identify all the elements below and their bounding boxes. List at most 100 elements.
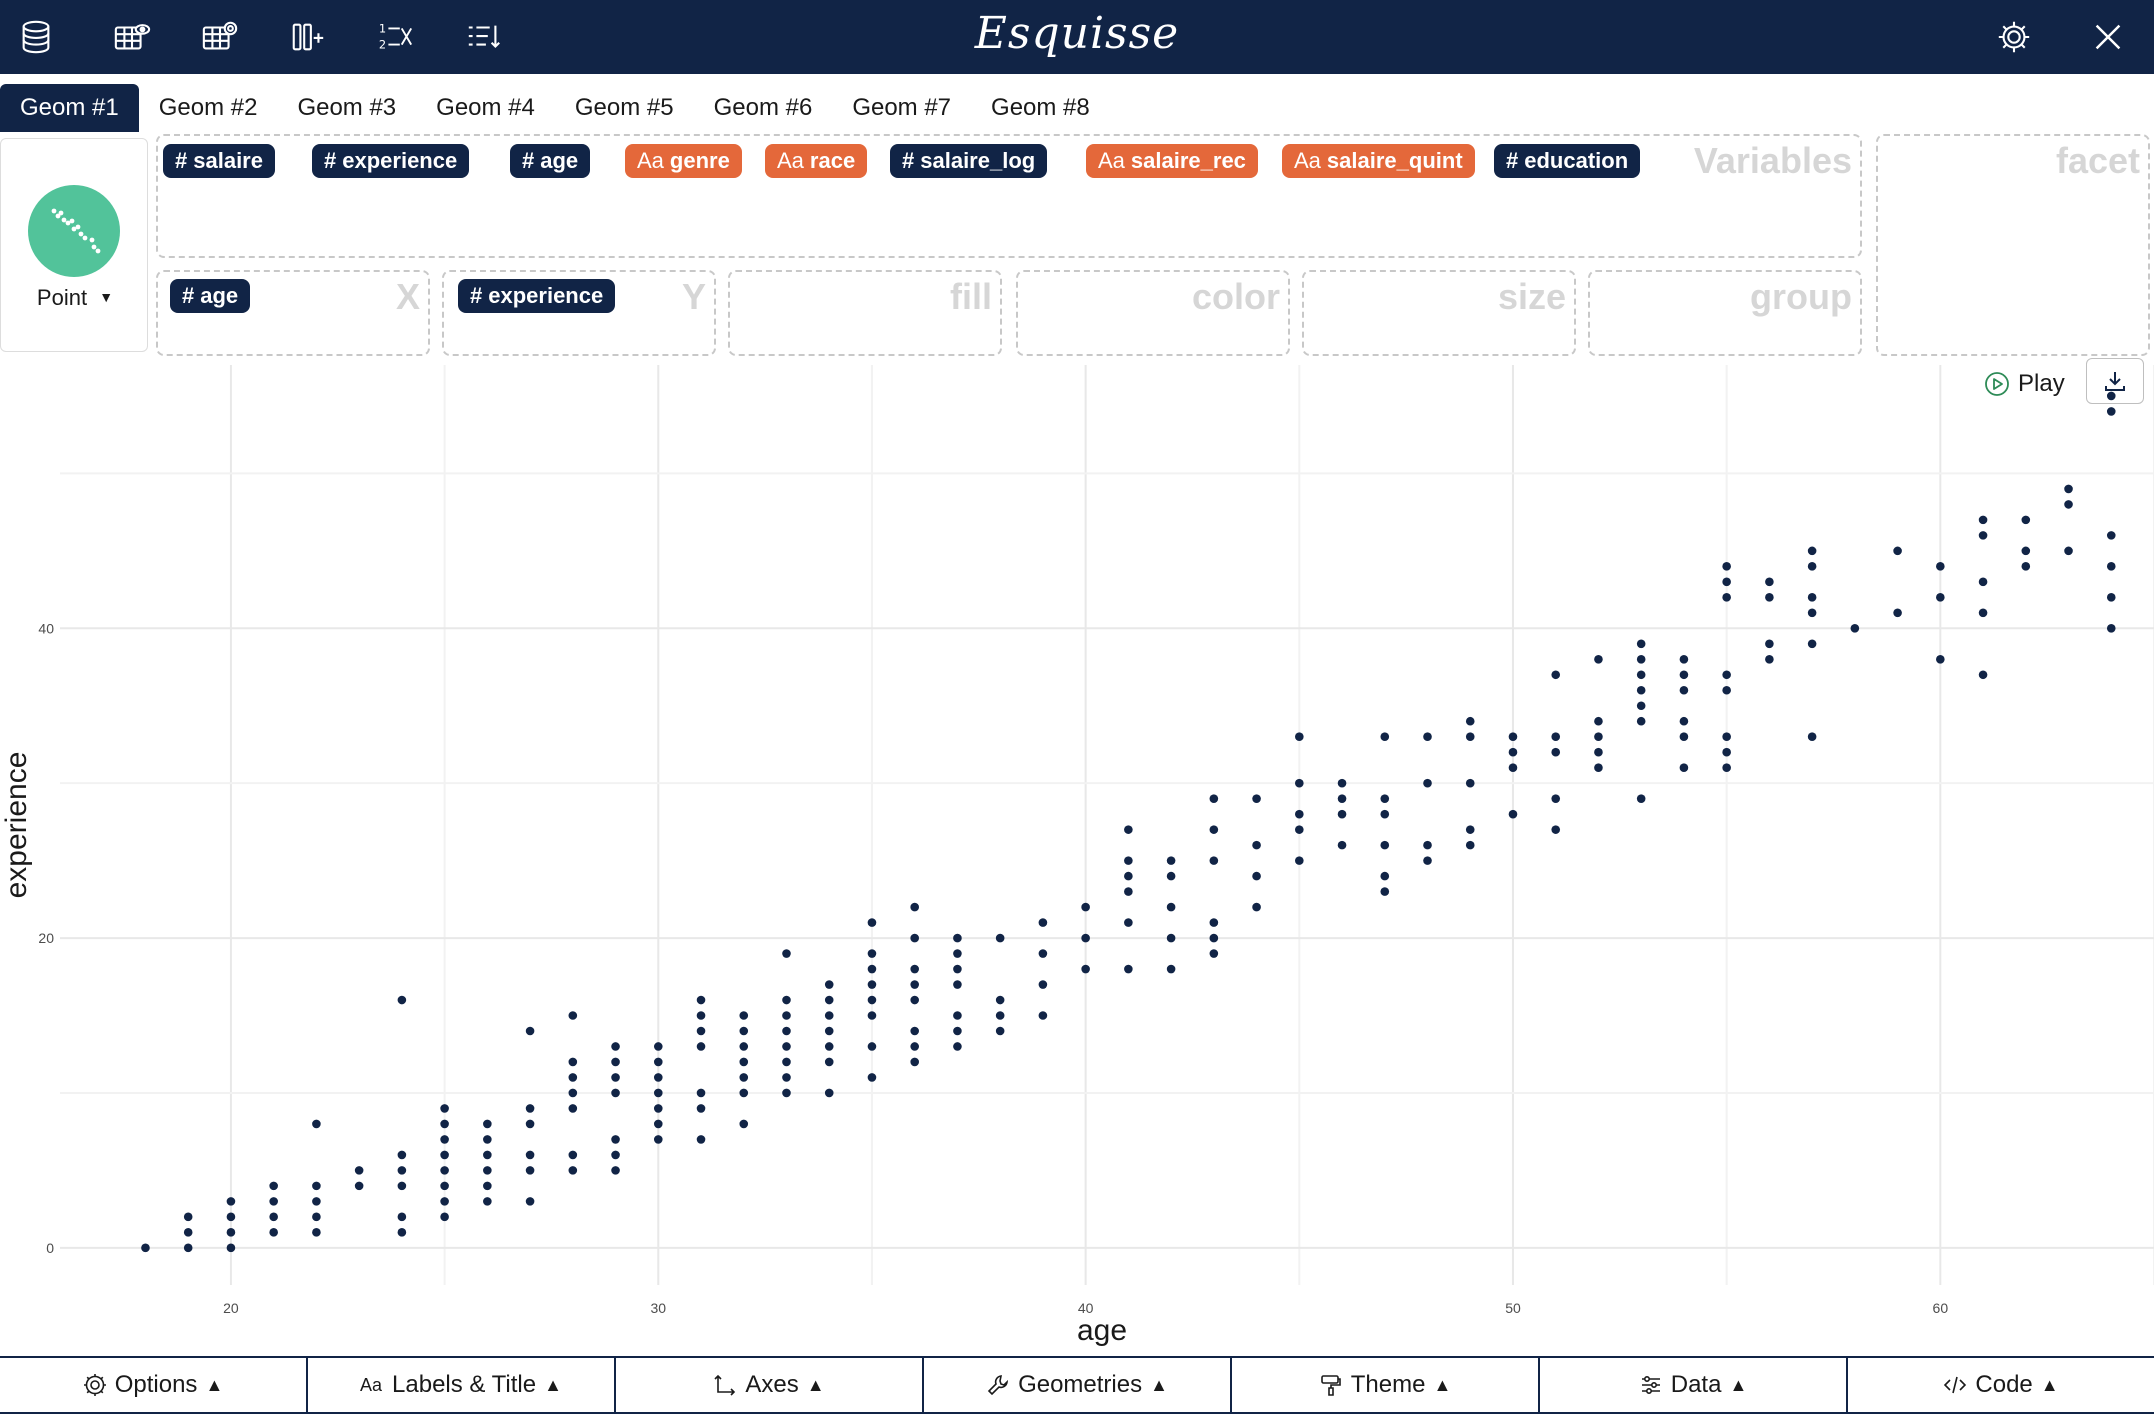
data-point (1978, 515, 1988, 525)
geom-dropdown[interactable]: Point ▼ (1, 285, 149, 311)
data-point (1679, 732, 1689, 742)
tab-geom-4[interactable]: Geom #4 (436, 94, 535, 121)
y-zone[interactable]: Y (442, 270, 716, 356)
table-settings-icon[interactable] (196, 14, 244, 60)
play-button[interactable]: Play (1984, 368, 2065, 400)
axes-button[interactable]: Axes ▲ (614, 1358, 922, 1412)
data-point (1722, 562, 1731, 571)
variable-chip-salaire-rec[interactable]: Aa salaire_rec (1086, 144, 1258, 178)
facet-zone[interactable]: facet (1876, 134, 2150, 356)
recode-factor-icon[interactable]: 1 2 (372, 14, 420, 60)
tab-geom-3[interactable]: Geom #3 (297, 94, 397, 121)
variable-chip-race[interactable]: Aa race (765, 144, 868, 178)
data-point (696, 1011, 706, 1020)
tab-geom-2[interactable]: Geom #2 (158, 94, 258, 121)
paint-roller-icon (1320, 1375, 1341, 1396)
data-point (1807, 608, 1817, 618)
group-zone[interactable]: group (1588, 270, 1862, 356)
variable-chip-genre[interactable]: Aa genre (625, 144, 742, 178)
data-point (1465, 825, 1475, 834)
database-icon[interactable] (12, 14, 60, 60)
data-point (739, 1011, 749, 1020)
x-tick-label: 30 (650, 1300, 666, 1316)
data-point (1722, 577, 1731, 587)
color-zone[interactable]: color (1016, 270, 1290, 356)
data-button[interactable]: Data ▲ (1538, 1358, 1846, 1412)
data-point (269, 1197, 278, 1206)
x-chip[interactable]: # age (170, 279, 251, 313)
variable-chip-label: race (809, 148, 856, 173)
data-point (696, 1088, 706, 1098)
size-zone[interactable]: size (1302, 270, 1576, 356)
data-point (910, 1042, 919, 1051)
data-point (739, 1073, 749, 1082)
tab-geom-8[interactable]: Geom #8 (991, 94, 1090, 121)
add-column-icon[interactable] (284, 14, 332, 60)
data-point (995, 1026, 1005, 1036)
table-view-icon[interactable] (108, 14, 156, 60)
tab-geom-7[interactable]: Geom #7 (852, 94, 952, 121)
data-point (2106, 623, 2116, 633)
bottom-button-label: Axes (745, 1371, 799, 1398)
data-point (910, 964, 919, 974)
data-point (312, 1228, 321, 1237)
data-point (824, 1088, 834, 1098)
variables-zone[interactable]: Variables (156, 134, 1862, 258)
variable-chip-salaire[interactable]: # salaire (163, 144, 275, 178)
data-point (1166, 964, 1176, 974)
bottom-button-label: Theme (1350, 1371, 1426, 1398)
x-tick-label: 50 (1505, 1300, 1521, 1316)
data-point (1551, 732, 1561, 742)
data-point (1722, 747, 1731, 757)
data-point (1337, 778, 1347, 788)
geom-selector[interactable]: Point ▼ (0, 138, 148, 352)
tab-geom-5[interactable]: Geom #5 (574, 94, 674, 121)
data-point (782, 1026, 791, 1036)
data-point (1295, 809, 1304, 819)
data-point (226, 1197, 236, 1206)
data-point (1722, 593, 1731, 602)
data-point (1209, 933, 1219, 943)
data-point (782, 995, 791, 1005)
data-point (953, 980, 962, 989)
data-point (397, 1228, 407, 1237)
theme-button[interactable]: Theme ▲ (1230, 1358, 1538, 1412)
data-point (696, 995, 706, 1005)
variable-chip-experience[interactable]: # experience (312, 144, 470, 178)
data-point (782, 1088, 791, 1098)
data-point (910, 980, 919, 989)
data-point (611, 1088, 620, 1098)
gear-icon (83, 1374, 106, 1396)
variable-chip-education[interactable]: # education (1494, 144, 1641, 178)
variable-chip-age[interactable]: # age (510, 144, 591, 178)
scatter-icon[interactable] (28, 185, 120, 277)
variable-chip-salaire-quint[interactable]: Aa salaire_quint (1282, 144, 1475, 178)
variable-chip-salaire-log[interactable]: # salaire_log (890, 144, 1048, 178)
data-point (183, 1212, 193, 1222)
x-zone[interactable]: X (156, 270, 430, 356)
tab-geom-6[interactable]: Geom #6 (713, 94, 813, 121)
data-point (141, 1243, 150, 1253)
numeric-icon: # (182, 283, 195, 308)
data-point (568, 1073, 578, 1082)
data-point (1465, 778, 1475, 788)
options-button[interactable]: Options ▲ (0, 1358, 306, 1412)
gear-icon[interactable] (1990, 14, 2038, 60)
labels-title-button[interactable]: Aa Labels & Title ▲ (306, 1358, 614, 1412)
y-chip[interactable]: # experience (458, 279, 616, 313)
sort-icon[interactable] (460, 14, 508, 60)
caret-down-icon: ▼ (99, 289, 114, 305)
close-icon[interactable] (2084, 14, 2132, 60)
numeric-icon: # (522, 148, 535, 173)
data-point (483, 1150, 492, 1160)
data-point (995, 1011, 1005, 1020)
tab-geom-1[interactable]: Geom #1 (0, 84, 139, 132)
data-point (525, 1026, 535, 1036)
data-point (611, 1135, 620, 1144)
fill-zone[interactable]: fill (728, 270, 1002, 356)
geometries-button[interactable]: Geometries ▲ (922, 1358, 1230, 1412)
data-point (483, 1135, 492, 1144)
data-point (1380, 732, 1390, 742)
code-button[interactable]: Code ▲ (1846, 1358, 2154, 1412)
